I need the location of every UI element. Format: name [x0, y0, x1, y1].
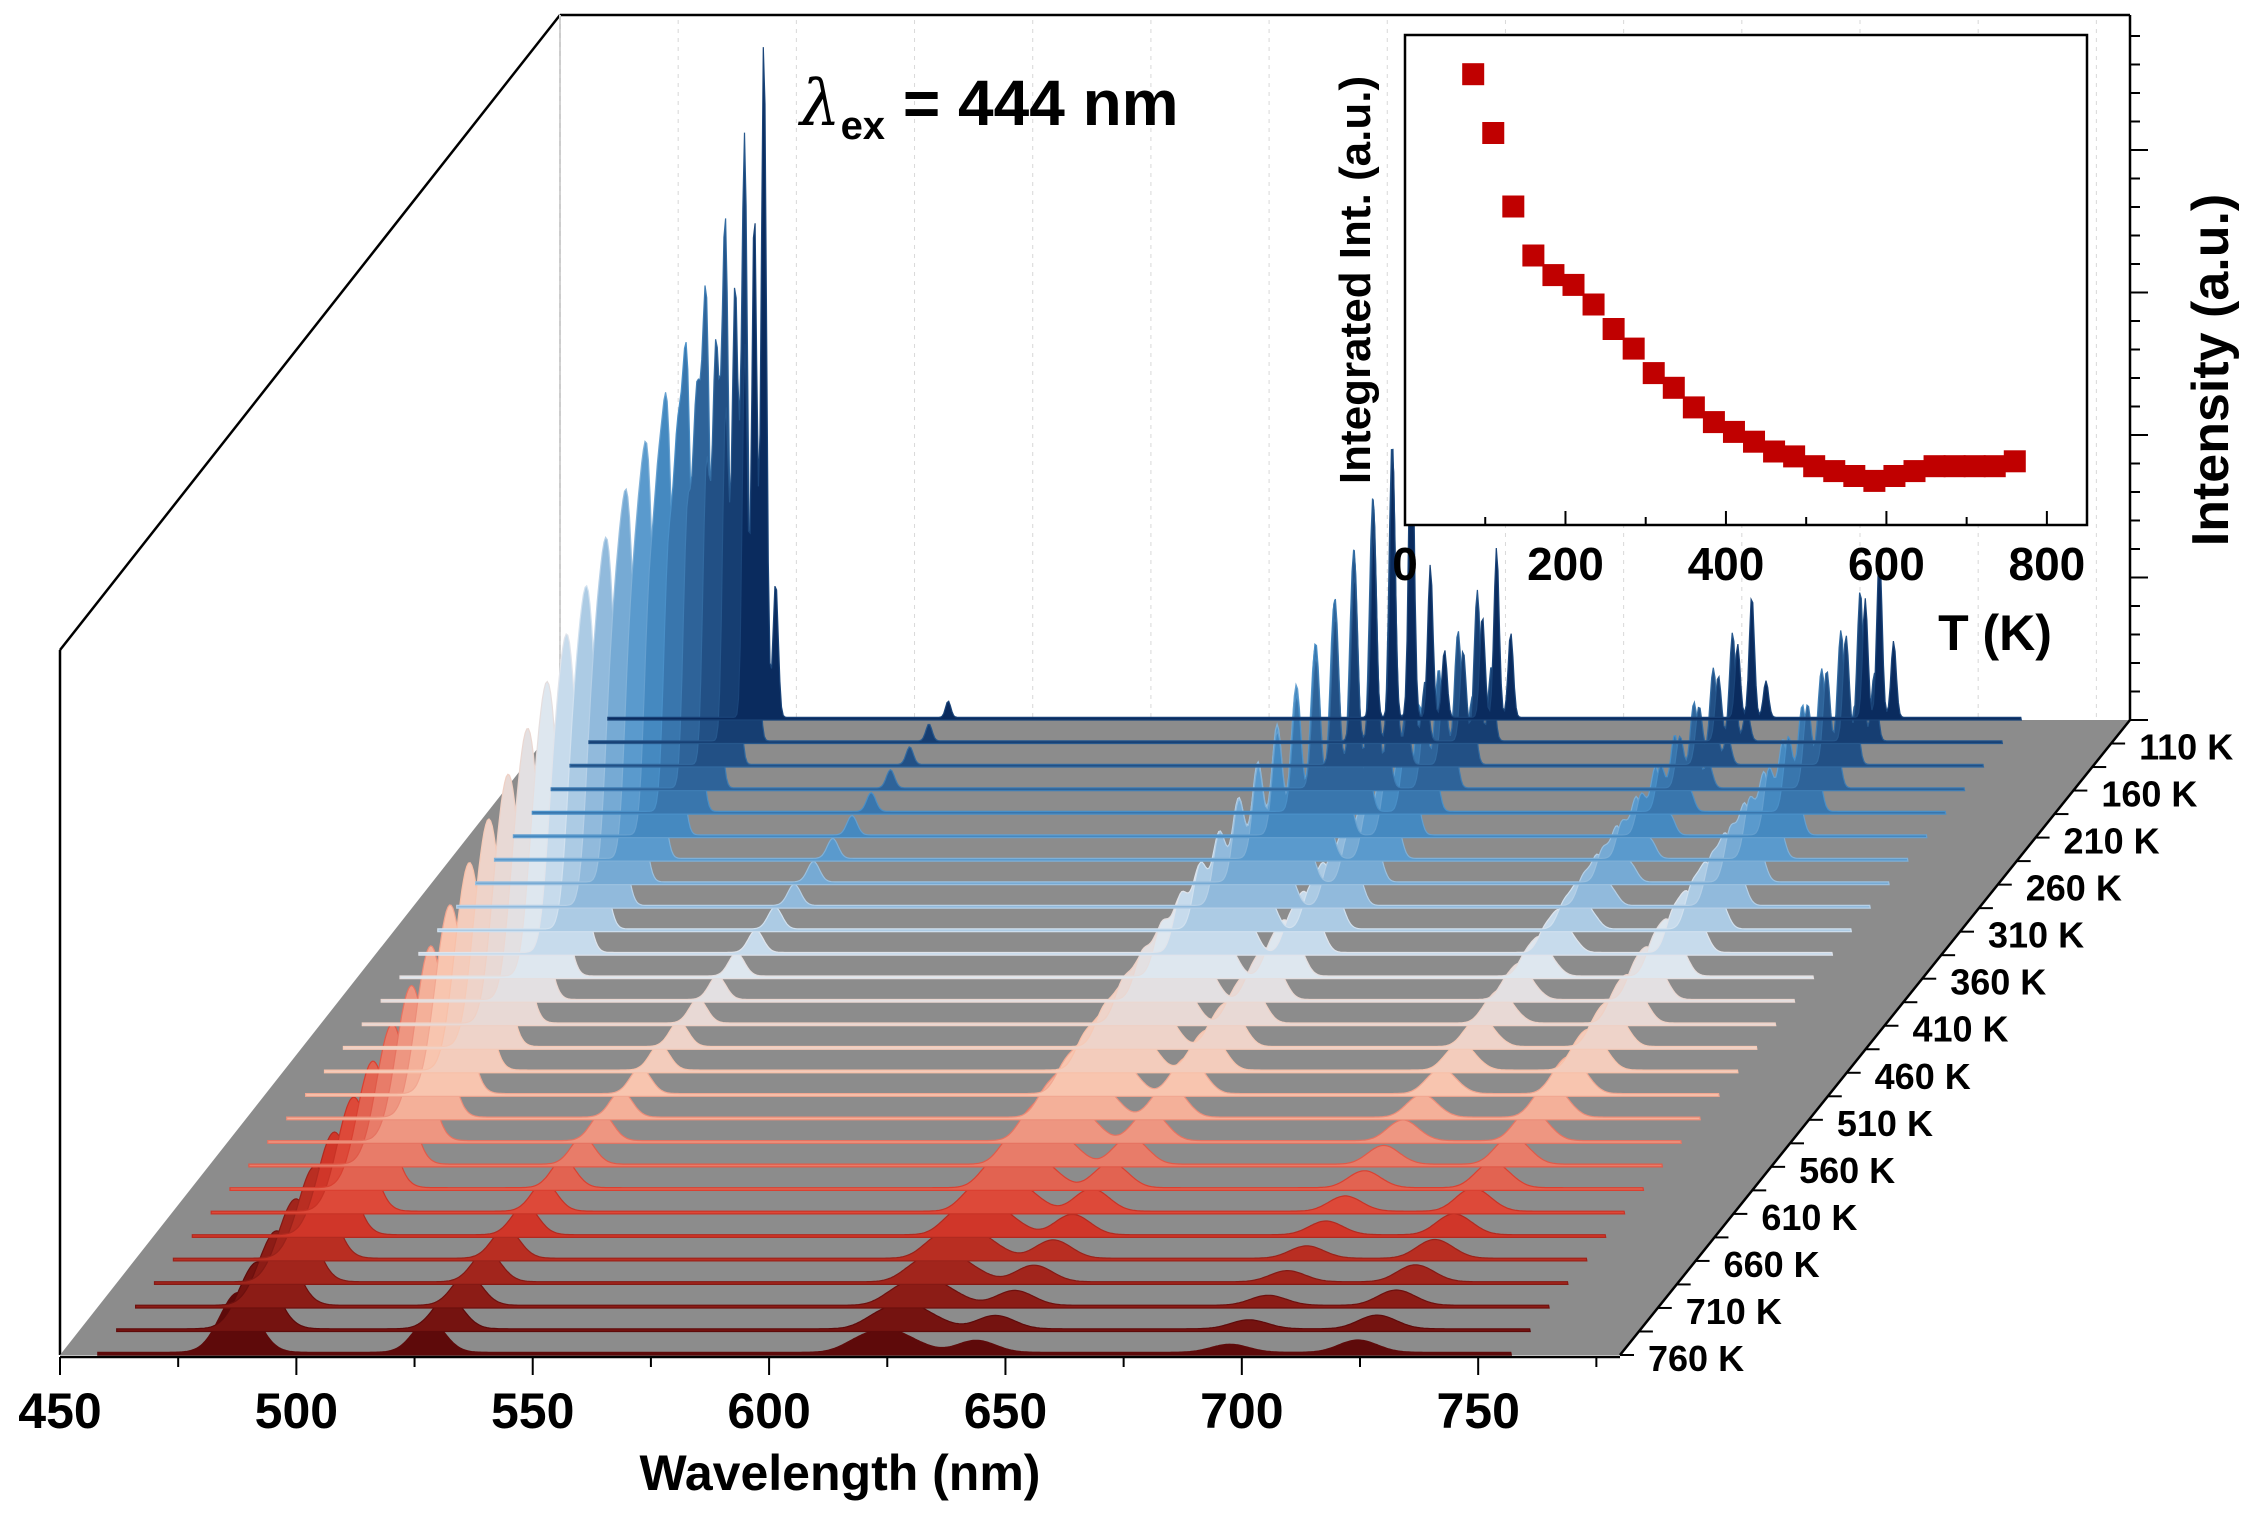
depth-tick-label: 160 K	[2101, 774, 2197, 815]
spectrum-85K	[607, 47, 2023, 721]
inset-point	[1662, 376, 1685, 399]
inset-point	[1522, 244, 1545, 267]
depth-tick-label: 410 K	[1912, 1009, 2008, 1050]
inset-x-axis-label: T (K)	[1938, 605, 2052, 661]
inset-x-tick-label: 200	[1527, 538, 1604, 590]
inset-x-tick-label: 0	[1392, 538, 1418, 590]
inset-point	[1642, 362, 1665, 385]
excitation-annotation: λex = 444 nm	[797, 67, 1179, 148]
inset-x-tick-label: 400	[1688, 538, 1765, 590]
wavelength-tick-label: 550	[491, 1383, 574, 1439]
inset-point	[1582, 293, 1605, 316]
depth-tick-label: 760 K	[1648, 1338, 1744, 1379]
inset-point	[2003, 450, 2026, 473]
spectrum-485K	[305, 904, 1720, 1097]
inset-point	[1763, 440, 1786, 463]
depth-tick-label: 460 K	[1875, 1056, 1971, 1097]
inset-point	[1883, 465, 1906, 487]
wavelength-tick-label: 700	[1200, 1383, 1283, 1439]
wavelength-tick-label: 600	[727, 1383, 810, 1439]
inset-point	[1702, 411, 1725, 434]
inset-point	[1602, 318, 1625, 340]
spectrum-560K	[248, 1023, 1664, 1168]
depth-tick-label: 360 K	[1950, 962, 2046, 1003]
inset-point	[1622, 337, 1645, 360]
inset-point	[1843, 465, 1866, 487]
waterfall-spectra	[97, 47, 2023, 1356]
inset-point	[1923, 455, 1946, 478]
spectrum-660K	[172, 1165, 1588, 1262]
inset-point	[1783, 445, 1806, 468]
inset-point	[1722, 420, 1745, 443]
wavelength-axis-label: Wavelength (nm)	[640, 1445, 1041, 1501]
wavelength-tick-label: 500	[255, 1383, 338, 1439]
temperature-depth-axis: 110 K 160 K 210 K 260 K 310 K 360 K 410 K 460 K…	[1619, 719, 2233, 1379]
inset-point	[1502, 195, 1525, 218]
depth-tick-label: 310 K	[1988, 915, 2084, 956]
inset-point	[1542, 264, 1565, 287]
inset-chart: 0 200 400 600 800 T (K) Integrated Int. (a.u…	[1331, 33, 2089, 661]
box-frame	[58, 13, 2132, 1355]
inset-point	[1963, 455, 1986, 478]
inset-point	[1943, 455, 1966, 478]
inset-point	[1863, 469, 1886, 492]
lambda-subscript: ex	[841, 104, 886, 148]
inset-point	[1803, 455, 1826, 478]
depth-tick-label: 260 K	[2026, 868, 2122, 909]
inset-x-tick-label: 600	[1848, 538, 1925, 590]
inset-point	[1903, 460, 1926, 483]
depth-tick-label: 560 K	[1799, 1150, 1895, 1191]
inset-point	[1682, 396, 1705, 419]
depth-tick-label: 210 K	[2064, 821, 2160, 862]
wavelength-tick-label: 650	[964, 1383, 1047, 1439]
inset-point	[1743, 430, 1766, 453]
depth-tick-label: 710 K	[1686, 1291, 1782, 1332]
lambda-value: = 444 nm	[885, 67, 1179, 139]
depth-tick-label: 110 K	[2139, 727, 2233, 768]
intensity-axis-label: Intensity (a.u.)	[2182, 194, 2240, 546]
spectrum-510K	[286, 945, 1701, 1121]
inset-point	[1462, 63, 1485, 86]
depth-tick-label: 610 K	[1761, 1197, 1857, 1238]
intensity-axis-ticks	[2130, 35, 2148, 721]
wavelength-tick-label: 450	[18, 1383, 101, 1439]
inset-point	[1983, 455, 2006, 478]
inset-point	[1823, 460, 1846, 483]
depth-tick-label: 510 K	[1837, 1103, 1933, 1144]
depth-axis-line	[1619, 719, 2131, 1356]
inset-x-axis: 0 200 400 600 800	[1392, 511, 2085, 590]
inset-scatter-series	[1462, 63, 2026, 492]
spectrum-585K	[229, 1060, 1645, 1191]
spectrum-610K	[210, 1096, 1626, 1215]
spectrum-685K	[153, 1198, 1569, 1285]
lambda-symbol: λ	[797, 67, 841, 141]
inset-y-axis-label: Integrated Int. (a.u.)	[1331, 76, 1380, 484]
inset-point	[1562, 273, 1585, 296]
depth-tick-label: 660 K	[1724, 1244, 1820, 1285]
inset-x-tick-label: 800	[2009, 538, 2086, 590]
inset-point	[1482, 122, 1505, 144]
wavelength-axis: 450 500 550 600 650 700 750	[18, 1355, 1620, 1439]
wavelength-tick-label: 750	[1436, 1383, 1519, 1439]
top-left-edge	[59, 14, 561, 651]
spectrum-460K	[323, 862, 1739, 1074]
